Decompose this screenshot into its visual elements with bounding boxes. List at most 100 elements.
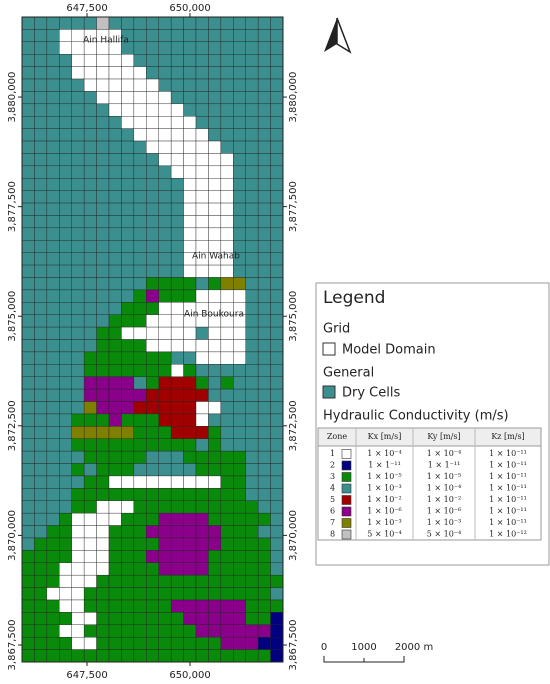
- grid-cell: [270, 401, 284, 415]
- grid-cell: [133, 537, 147, 551]
- grid-cell: [133, 202, 147, 216]
- grid-cell: [108, 438, 122, 452]
- grid-cell: [245, 500, 259, 514]
- grid-cell: [170, 401, 184, 415]
- grid-cell: [133, 364, 147, 377]
- grid-cell: [34, 413, 48, 427]
- grid-cell: [183, 500, 197, 514]
- grid-cell: [270, 41, 284, 55]
- grid-cell: [270, 116, 284, 129]
- grid-cell: [96, 78, 110, 92]
- grid-cell: [21, 537, 35, 551]
- grid-cell: [34, 438, 48, 452]
- grid-cell: [245, 326, 259, 340]
- grid-cell: [208, 215, 222, 229]
- grid-cell: [220, 450, 234, 464]
- grid-cell: [183, 277, 197, 291]
- grid-cell: [183, 376, 197, 390]
- grid-cell: [96, 612, 110, 625]
- grid-cell: [245, 78, 259, 92]
- grid-cell: [121, 289, 135, 303]
- grid-cell: [108, 537, 122, 551]
- grid-cell: [257, 240, 271, 253]
- grid-cell: [108, 165, 122, 179]
- grid-cell: [183, 29, 197, 43]
- table-header: Kx [m/s]: [368, 432, 402, 441]
- grid-cell: [59, 550, 72, 563]
- grid-cell: [208, 128, 222, 142]
- grid-cell: [270, 413, 284, 427]
- grid-cell: [46, 240, 60, 253]
- grid-cell: [270, 562, 284, 576]
- grid-cell: [183, 41, 197, 55]
- grid-cell: [257, 91, 271, 105]
- grid-cell: [108, 624, 122, 638]
- grid-cell: [96, 450, 110, 464]
- grid-cell: [170, 649, 184, 663]
- grid-cell: [121, 438, 135, 452]
- grid-cell: [270, 91, 284, 105]
- grid-cell: [83, 140, 97, 154]
- grid-cell: [170, 103, 184, 117]
- grid-cell: [133, 252, 147, 266]
- grid-cell: [96, 252, 110, 266]
- grid-cell: [133, 438, 147, 452]
- grid-cell: [183, 66, 197, 80]
- grid-cell: [195, 326, 209, 340]
- grid-cell: [270, 16, 284, 30]
- grid-cell: [146, 438, 159, 452]
- grid-cell: [121, 562, 135, 576]
- grid-cell: [96, 289, 110, 303]
- grid-cell: [158, 438, 172, 452]
- grid-cell: [46, 401, 60, 415]
- table-cell: 7: [330, 518, 335, 527]
- grid-cell: [233, 450, 246, 464]
- grid-cell: [245, 463, 259, 477]
- grid-cell: [108, 54, 122, 67]
- grid-cell: [233, 178, 246, 191]
- grid-cell: [220, 624, 234, 638]
- grid-cell: [146, 599, 159, 613]
- grid-cell: [133, 612, 147, 625]
- grid-cell: [83, 550, 97, 563]
- grid-cell: [83, 91, 97, 105]
- grid-cell: [245, 388, 259, 402]
- grid-cell: [270, 624, 284, 638]
- grid-cell: [133, 153, 147, 167]
- grid-cell: [59, 153, 72, 167]
- grid-cell: [270, 240, 284, 253]
- grid-cell: [46, 537, 60, 551]
- grid-cell: [208, 29, 222, 43]
- grid-cell: [34, 153, 48, 167]
- grid-cell: [108, 116, 122, 129]
- grid-cell: [71, 302, 85, 315]
- grid-cell: [270, 178, 284, 191]
- grid-cell: [233, 364, 246, 377]
- grid-cell: [245, 339, 259, 353]
- grid-cell: [195, 376, 209, 390]
- grid-cell: [83, 562, 97, 576]
- grid-cell: [245, 66, 259, 80]
- y-tick-label: 3,880,000: [7, 72, 18, 123]
- grid-cell: [59, 202, 72, 216]
- grid-cell: [46, 612, 60, 625]
- grid-cell: [257, 140, 271, 154]
- grid-cell: [133, 388, 147, 402]
- grid-cell: [121, 475, 135, 489]
- grid-cell: [158, 388, 172, 402]
- grid-cell: [208, 91, 222, 105]
- grid-cell: [158, 116, 172, 129]
- grid-cell: [133, 314, 147, 328]
- grid-cell: [233, 339, 246, 353]
- grid-cell: [21, 240, 35, 253]
- grid-cell: [96, 153, 110, 167]
- grid-cell: [108, 289, 122, 303]
- grid-cell: [71, 314, 85, 328]
- grid-cell: [71, 599, 85, 613]
- grid-cell: [270, 612, 284, 625]
- grid-cell: [158, 165, 172, 179]
- grid-cell: [121, 426, 135, 439]
- grid-cell: [71, 587, 85, 601]
- grid-cell: [71, 326, 85, 340]
- grid-cell: [195, 351, 209, 365]
